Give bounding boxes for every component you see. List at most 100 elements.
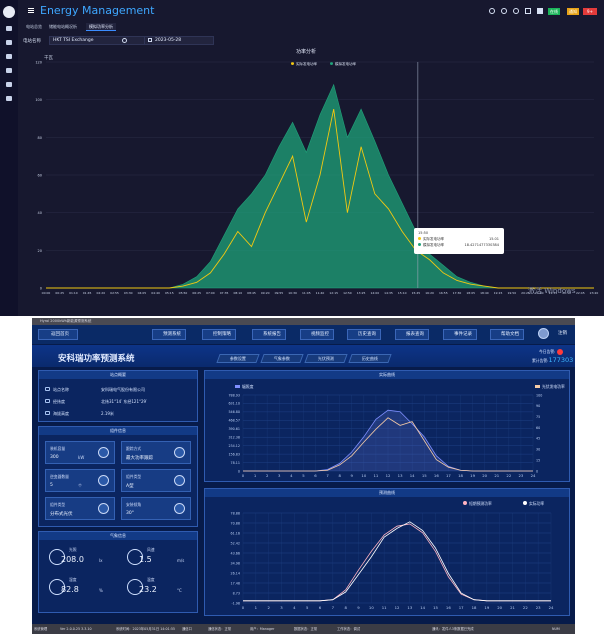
x-tick-label: 3 bbox=[278, 473, 281, 478]
x-tick-label: 23:20 bbox=[590, 291, 599, 295]
tab-power-analysis[interactable]: 模拟功率分析 bbox=[86, 23, 116, 31]
x-tick-label: 23 bbox=[536, 605, 541, 610]
y-tick-label: 156.83 bbox=[228, 452, 240, 456]
legend-sim[interactable]: 模拟发电功率 bbox=[330, 62, 356, 67]
x-tick-label: 21 bbox=[510, 605, 515, 610]
x-tick-label: 18:05 bbox=[466, 291, 475, 295]
subtab-params[interactable]: 参数设置 bbox=[216, 354, 260, 363]
x-tick-label: 18 bbox=[458, 473, 463, 478]
fullscreen-icon[interactable] bbox=[525, 8, 531, 14]
card-value: 30° bbox=[126, 511, 134, 516]
y-tick-label: 100 bbox=[35, 98, 42, 102]
actual-curve-chart[interactable]: 788.93 631.10 546.80 468.57 390.61 312.38 234.… bbox=[205, 371, 571, 483]
row-label: 经纬度 bbox=[53, 399, 65, 404]
x-tick-label: 9 bbox=[351, 473, 354, 478]
logout-button[interactable]: 注销 bbox=[558, 331, 567, 336]
temperature-icon bbox=[127, 579, 143, 595]
x-tick-label: 11:05 bbox=[302, 291, 311, 295]
x-tick-label: 14 bbox=[420, 605, 425, 610]
menu-history[interactable]: 历史查询 bbox=[347, 329, 381, 340]
tab-storage[interactable]: 储能电站概况析 bbox=[49, 24, 77, 29]
subtab-pv[interactable]: 光伏预测 bbox=[304, 354, 348, 363]
x-tick-label: 00:25 bbox=[55, 291, 64, 295]
x-tick-label: 2 bbox=[267, 605, 270, 610]
subtab-pv-label: 光伏预测 bbox=[317, 356, 334, 361]
x-tick-label: 17 bbox=[446, 473, 451, 478]
weather-value: 82.8 bbox=[61, 585, 79, 594]
nav-tool-icon[interactable] bbox=[6, 54, 12, 59]
x-tick-label: 10 bbox=[361, 473, 366, 478]
count-badge[interactable]: 9+ bbox=[583, 8, 597, 15]
nav-grid-icon[interactable] bbox=[6, 68, 12, 73]
legend-irradiance[interactable]: 辐照度 bbox=[235, 384, 253, 390]
x-tick-label: 17:30 bbox=[453, 291, 462, 295]
power-chart[interactable]: 120 100 80 60 40 20 000:00 00:25 01:10 01:45 02:20… bbox=[0, 0, 604, 316]
overview-panel: 站点概要 站点名称 安科瑞电气股份有限公司 经纬度 北纬31°14′ 东经121°2… bbox=[38, 370, 198, 422]
x-tick-label: 21:35 bbox=[549, 291, 558, 295]
alarm-today-label: 今日告警: bbox=[539, 349, 556, 354]
overview-row: 经纬度 北纬31°14′ 东经121°29′ bbox=[45, 399, 147, 405]
weather-label: 湿度 bbox=[69, 577, 77, 582]
station-search-icon[interactable] bbox=[122, 38, 127, 43]
menu-table[interactable]: 报表查询 bbox=[395, 329, 429, 340]
legend-pv-label: 光伏发电功率 bbox=[542, 384, 565, 389]
series-sim-area bbox=[46, 83, 594, 289]
subtab-params-label: 参数设置 bbox=[229, 356, 246, 361]
online-badge[interactable]: 在线 bbox=[548, 8, 560, 15]
weather-value: 208.0 bbox=[61, 555, 84, 564]
menu-video[interactable]: 视频监控 bbox=[300, 329, 334, 340]
legend-actual-power[interactable]: 实际功率 bbox=[523, 501, 544, 507]
alarm-icon[interactable] bbox=[556, 349, 563, 355]
info-card: 组件类型 A型 bbox=[121, 469, 191, 492]
status-item: 系统管理 bbox=[34, 627, 48, 631]
home-button[interactable]: 返回首页 bbox=[38, 329, 78, 340]
y-tick-label: 546.80 bbox=[228, 410, 240, 414]
y2-tick-label: 100 bbox=[536, 393, 542, 397]
search-icon[interactable] bbox=[489, 8, 495, 14]
menu-help[interactable]: 帮助文档 bbox=[490, 329, 524, 340]
user-avatar-icon[interactable] bbox=[538, 328, 549, 339]
date-picker[interactable]: 2023-05-28 bbox=[144, 36, 214, 45]
legend-actual[interactable]: 实际发电功率 bbox=[291, 62, 317, 67]
menu-icon[interactable] bbox=[28, 8, 34, 9]
status-item: 通信口 bbox=[182, 627, 192, 631]
nav-monitor-icon[interactable] bbox=[6, 26, 12, 31]
nav-folder-icon[interactable] bbox=[6, 40, 12, 45]
subtab-weather[interactable]: 气象参数 bbox=[260, 354, 304, 363]
forecast-system-window: Hyrol 2000kWh新能源预测系统 返回首页 预测系统 控制策略 系统报告… bbox=[32, 318, 575, 634]
x-tick-label: 01:10 bbox=[69, 291, 78, 295]
legend-irradiance-label: 辐照度 bbox=[242, 384, 254, 389]
legend-pv-power[interactable]: 光伏发电功率 bbox=[535, 384, 565, 390]
menu-events[interactable]: 事件记录 bbox=[443, 329, 477, 340]
legend-short-term[interactable]: 短期预测功率 bbox=[463, 501, 492, 507]
weather-unit: °C bbox=[177, 588, 182, 593]
overview-title: 站点概要 bbox=[39, 371, 197, 379]
y-unit: 千瓦 bbox=[44, 56, 53, 61]
side-nav bbox=[0, 0, 18, 316]
help-icon[interactable] bbox=[501, 8, 507, 14]
menu-forecast[interactable]: 预测系统 bbox=[152, 329, 186, 340]
row-value: 安科瑞电气股份有限公司 bbox=[101, 387, 145, 392]
nav-settings-icon[interactable] bbox=[6, 96, 12, 101]
notify-badge[interactable]: 通知 bbox=[567, 8, 579, 15]
screen-icon[interactable] bbox=[537, 8, 543, 14]
menu-control[interactable]: 控制策略 bbox=[202, 329, 236, 340]
status-item: Ver 2.0.0.25 3.3.10 bbox=[60, 627, 92, 631]
x-tick-label: 01:45 bbox=[83, 291, 92, 295]
info-card: 跟踪方式 最大功率跟踪 bbox=[121, 441, 191, 464]
weather-temp: 温度 23.2 °C bbox=[125, 576, 185, 598]
menu-report[interactable]: 系统报告 bbox=[252, 329, 286, 340]
x-tick-label: 16:20 bbox=[425, 291, 434, 295]
subtab-weather-label: 气象参数 bbox=[273, 356, 290, 361]
x-tick-label: 08:45 bbox=[247, 291, 256, 295]
locate-icon[interactable] bbox=[513, 8, 519, 14]
subtab-history[interactable]: 历史曲线 bbox=[348, 354, 392, 363]
nav-chart-icon[interactable] bbox=[6, 82, 12, 87]
status-item: 数据状态：正常 bbox=[294, 627, 318, 631]
forecast-curve-chart[interactable]: 78.88 70.88 61.16 52.42 43.66 34.98 26.14 17.48… bbox=[205, 489, 571, 617]
chart-tooltip: 15:50 实际发电功率 15.01 模拟发电功率 18.4271477330384 bbox=[414, 228, 504, 254]
tab-overview[interactable]: 电站总览 bbox=[26, 24, 42, 29]
x-tick-label: 7 bbox=[326, 473, 329, 478]
tooltip-sim-label: 模拟发电功率 bbox=[423, 243, 444, 247]
x-tick-label: 12:15 bbox=[329, 291, 338, 295]
